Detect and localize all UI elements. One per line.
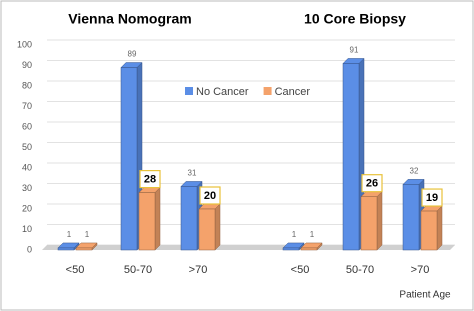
value-label-box — [421, 188, 443, 207]
bar — [360, 196, 378, 251]
y-tick-label: 90 — [22, 60, 32, 70]
value-label: 1 — [67, 230, 72, 239]
legend-label: Cancer — [275, 86, 311, 98]
x-tick-label: >70 — [189, 264, 208, 276]
x-axis-label: Patient Age — [399, 290, 451, 301]
legend-label: No Cancer — [196, 86, 249, 98]
value-label: 28 — [144, 174, 156, 186]
bar — [180, 186, 198, 251]
bar — [198, 208, 216, 251]
bar — [420, 210, 438, 251]
bar-side — [376, 191, 383, 251]
panel-title: 10 Core Biopsy — [304, 11, 406, 27]
value-label: 89 — [128, 50, 137, 59]
bar — [342, 63, 360, 251]
bar — [138, 192, 156, 251]
y-tick-label: 40 — [22, 162, 32, 172]
y-tick-label: 10 — [22, 224, 32, 234]
value-label-box — [361, 174, 383, 193]
floor — [42, 245, 455, 250]
value-label: 31 — [188, 169, 197, 178]
bar-side — [214, 203, 221, 251]
value-label: 19 — [426, 192, 438, 204]
value-label: 32 — [410, 167, 419, 176]
x-tick-label: <50 — [66, 264, 85, 276]
bar-side — [436, 205, 443, 251]
y-tick-label: 30 — [22, 183, 32, 193]
value-label: 1 — [85, 230, 90, 239]
x-tick-label: >70 — [411, 264, 430, 276]
x-tick-label: <50 — [291, 264, 310, 276]
value-label: 1 — [292, 230, 297, 239]
value-label: 26 — [366, 178, 378, 190]
panel-title: Vienna Nomogram — [68, 11, 191, 27]
x-tick-label: 50-70 — [124, 264, 152, 276]
y-tick-label: 50 — [22, 142, 32, 152]
legend-swatch — [185, 87, 193, 95]
bar — [57, 247, 75, 251]
bar-side — [154, 186, 161, 251]
value-label: 91 — [350, 46, 359, 55]
value-label: 1 — [310, 230, 315, 239]
value-label-box — [199, 186, 221, 205]
value-label-box — [139, 170, 161, 189]
y-tick-label: 80 — [22, 80, 32, 90]
bar — [300, 247, 318, 251]
y-tick-label: 100 — [17, 39, 32, 49]
y-tick-label: 20 — [22, 203, 32, 213]
bar — [75, 247, 93, 251]
legend-swatch — [263, 87, 272, 95]
y-tick-label: 60 — [22, 121, 32, 131]
bar — [402, 184, 420, 251]
bar — [120, 67, 138, 251]
value-label: 20 — [204, 190, 216, 202]
y-tick-label: 70 — [22, 101, 32, 111]
bar — [282, 247, 300, 251]
x-tick-label: 50-70 — [346, 264, 374, 276]
y-tick-label: 0 — [27, 244, 32, 254]
